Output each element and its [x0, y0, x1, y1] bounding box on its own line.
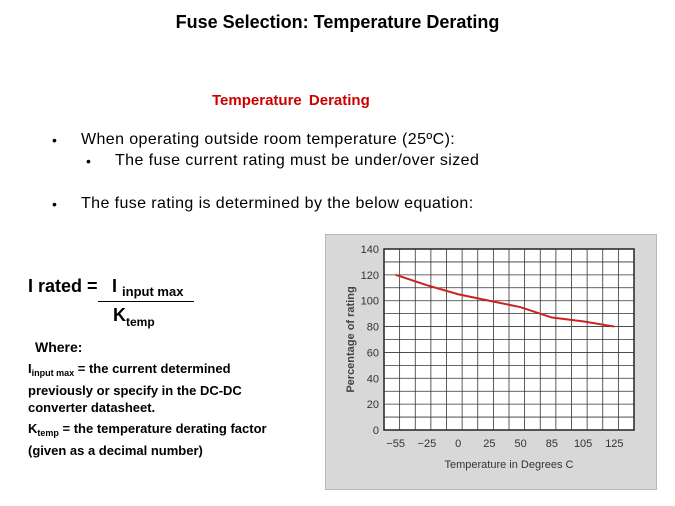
denominator-subscript: temp: [126, 315, 155, 329]
numerator-symbol: I: [112, 276, 118, 296]
def1-line2: previously or specify in the DC-DC: [28, 383, 242, 398]
where-label: Where:: [35, 339, 83, 355]
x-tick-label: −55: [386, 438, 405, 450]
derating-chart: 0 20 40 60 80 100 120 140 −55 −25 0 25 50 85 105 125 Tem…: [325, 234, 657, 490]
y-tick-label: 140: [361, 244, 379, 256]
def2-symbol: K: [28, 421, 38, 436]
bullet-text: The fuse current rating must be under/ov…: [115, 152, 480, 169]
bullet-text: The fuse rating is determined by the bel…: [81, 195, 474, 212]
derating-curve: [395, 273, 615, 328]
def2-line2: (given as a decimal number): [28, 443, 203, 458]
bullet-marker: •: [52, 196, 58, 212]
denominator-symbol: K: [113, 305, 126, 325]
bullet-marker: •: [52, 132, 58, 148]
x-tick-label: 125: [605, 438, 623, 450]
def1-subscript: input max: [31, 368, 75, 378]
fraction-bar: [98, 301, 194, 302]
x-tick-label: 50: [515, 438, 527, 450]
def2-subscript: temp: [37, 428, 59, 438]
def2-line1: = the temperature derating factor: [58, 421, 267, 436]
equation-denominator: Ktemp: [113, 305, 155, 329]
numerator-subscript: input max: [122, 284, 184, 299]
y-tick-label: 80: [367, 322, 379, 334]
definition-input-current: Iinput max = the current determined prev…: [28, 360, 242, 416]
chart-svg: 0 20 40 60 80 100 120 140 −55 −25 0 25 50 85 105 125 Tem…: [345, 244, 635, 471]
y-tick-label: 40: [367, 373, 379, 385]
x-tick-label: 25: [483, 438, 495, 450]
y-tick-label: 60: [367, 347, 379, 359]
y-tick-label: 100: [361, 296, 379, 308]
y-tick-label: 20: [367, 399, 379, 411]
def1-line1: = the current determined: [74, 361, 231, 376]
bullet-text: When operating outside room temperature …: [81, 131, 456, 148]
def1-line3: converter datasheet.: [28, 400, 156, 415]
y-axis-title: Percentage of rating: [345, 286, 357, 392]
y-tick-label: 120: [361, 270, 379, 282]
x-tick-label: 85: [546, 438, 558, 450]
x-tick-label: 0: [455, 438, 461, 450]
def1-symbol: I: [28, 361, 32, 376]
equation-lhs: I rated =: [28, 276, 98, 296]
equation-numerator: I input max: [112, 276, 183, 299]
slide-title: Fuse Selection: Temperature Derating: [175, 12, 500, 32]
x-tick-label: −25: [418, 438, 437, 450]
y-tick-label: 0: [373, 425, 379, 437]
bullet-marker: •: [86, 153, 92, 169]
x-tick-label: 105: [574, 438, 592, 450]
definition-derating-factor: Ktemp = the temperature derating factor …: [28, 420, 267, 459]
x-axis-title: Temperature in Degrees C: [444, 459, 573, 471]
section-subtitle: Temperature Derating: [212, 92, 370, 109]
